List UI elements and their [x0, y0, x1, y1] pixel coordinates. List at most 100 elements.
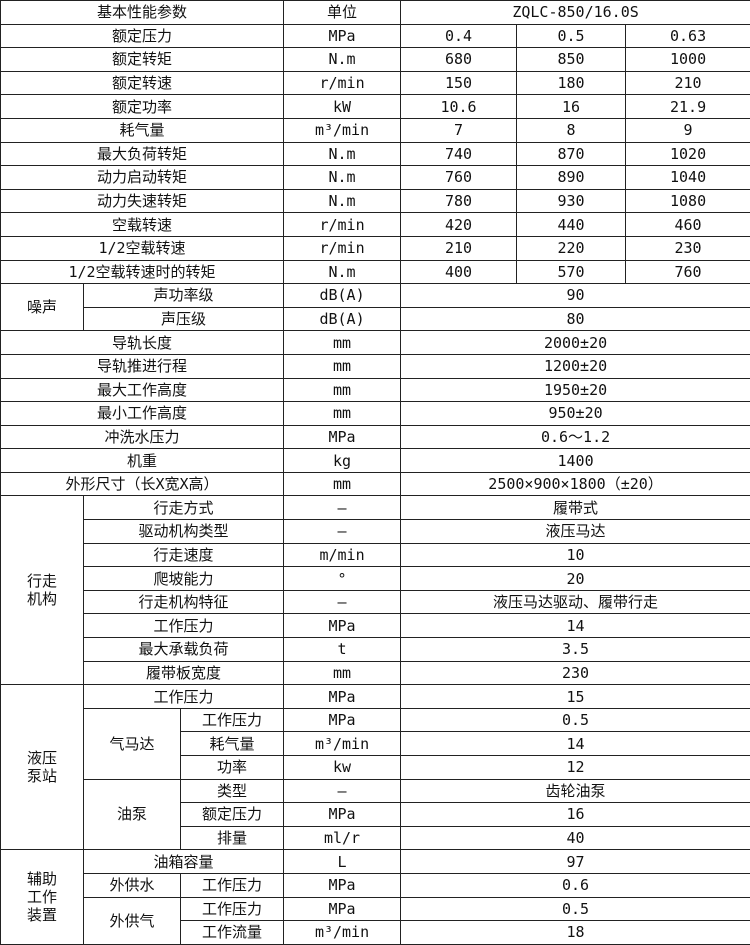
table-cell: 动力启动转矩	[1, 166, 284, 190]
table-cell: 声功率级	[84, 284, 284, 308]
table-cell: 液压 泵站	[1, 685, 84, 850]
table-cell: 0.5	[517, 24, 626, 48]
table-cell: 570	[517, 260, 626, 284]
table-cell: 驱动机构类型	[84, 520, 284, 544]
table-cell: —	[284, 779, 401, 803]
table-cell: MPa	[284, 873, 401, 897]
table-cell: 20	[401, 567, 750, 591]
table-cell: 400	[401, 260, 517, 284]
table-cell: 最大承载负荷	[84, 638, 284, 662]
table-cell: 14	[401, 614, 750, 638]
table-cell: 额定压力	[1, 24, 284, 48]
table-cell: 2000±20	[401, 331, 750, 355]
table-cell: 外供水	[84, 873, 181, 897]
table-cell: kw	[284, 756, 401, 780]
table-cell: 90	[401, 284, 750, 308]
table-cell: kW	[284, 95, 401, 119]
table-cell: 420	[401, 213, 517, 237]
table-cell: mm	[284, 354, 401, 378]
table-cell: mm	[284, 378, 401, 402]
table-cell: 履带板宽度	[84, 661, 284, 685]
table-cell: dB(A)	[284, 284, 401, 308]
table-cell: 0.6	[401, 873, 750, 897]
table-cell: 辅助 工作 装置	[1, 850, 84, 944]
table-cell: 机重	[1, 449, 284, 473]
table-row: 油泵类型—齿轮油泵	[1, 779, 750, 803]
table-cell: 空载转速	[1, 213, 284, 237]
table-cell: N.m	[284, 48, 401, 72]
table-cell: 行走速度	[84, 543, 284, 567]
table-cell: 行走方式	[84, 496, 284, 520]
table-cell: 740	[401, 142, 517, 166]
table-cell: 16	[517, 95, 626, 119]
table-cell: m³/min	[284, 921, 401, 945]
table-cell: 180	[517, 71, 626, 95]
table-cell: MPa	[284, 803, 401, 827]
table-cell: 440	[517, 213, 626, 237]
table-cell: MPa	[284, 708, 401, 732]
table-cell: 动力失速转矩	[1, 189, 284, 213]
table-cell: 10.6	[401, 95, 517, 119]
table-cell: 1/2空载转速	[1, 236, 284, 260]
table-cell: kg	[284, 449, 401, 473]
table-cell: r/min	[284, 236, 401, 260]
table-cell: MPa	[284, 685, 401, 709]
table-cell: —	[284, 520, 401, 544]
table-cell: N.m	[284, 260, 401, 284]
table-cell: 1040	[626, 166, 750, 190]
table-cell: mm	[284, 402, 401, 426]
table-cell: 噪声	[1, 284, 84, 331]
table-cell: m/min	[284, 543, 401, 567]
table-cell: 2500×900×1800（±20）	[401, 472, 750, 496]
table-cell: 9	[626, 118, 750, 142]
table-cell: L	[284, 850, 401, 874]
table-cell: N.m	[284, 166, 401, 190]
table-cell: 1400	[401, 449, 750, 473]
table-cell: 行走 机构	[1, 496, 84, 685]
table-cell: 工作压力	[181, 708, 284, 732]
table-cell: 额定转速	[1, 71, 284, 95]
table-cell: 230	[626, 236, 750, 260]
table-cell: 液压马达驱动、履带行走	[401, 590, 750, 614]
table-cell: 1200±20	[401, 354, 750, 378]
table-row: 驱动机构类型—液压马达	[1, 520, 750, 544]
table-cell: 冲洗水压力	[1, 425, 284, 449]
table-cell: 18	[401, 921, 750, 945]
table-cell: 21.9	[626, 95, 750, 119]
table-cell: r/min	[284, 213, 401, 237]
table-cell: MPa	[284, 614, 401, 638]
table-cell: 0.4	[401, 24, 517, 48]
table-cell: m³/min	[284, 732, 401, 756]
table-cell: 10	[401, 543, 750, 567]
table-cell: 导轨推进行程	[1, 354, 284, 378]
table-cell: 230	[401, 661, 750, 685]
table-cell: 油泵	[84, 779, 181, 850]
table-cell: 工作压力	[181, 873, 284, 897]
table-cell: 8	[517, 118, 626, 142]
table-cell: 导轨长度	[1, 331, 284, 355]
table-cell: 890	[517, 166, 626, 190]
table-cell: mm	[284, 661, 401, 685]
table-cell: 额定转矩	[1, 48, 284, 72]
table-cell: 870	[517, 142, 626, 166]
table-cell: 工作压力	[84, 614, 284, 638]
table-cell: 16	[401, 803, 750, 827]
table-cell: 排量	[181, 826, 284, 850]
table-cell: 1/2空载转速时的转矩	[1, 260, 284, 284]
table-row: 行走机构特征—液压马达驱动、履带行走	[1, 590, 750, 614]
